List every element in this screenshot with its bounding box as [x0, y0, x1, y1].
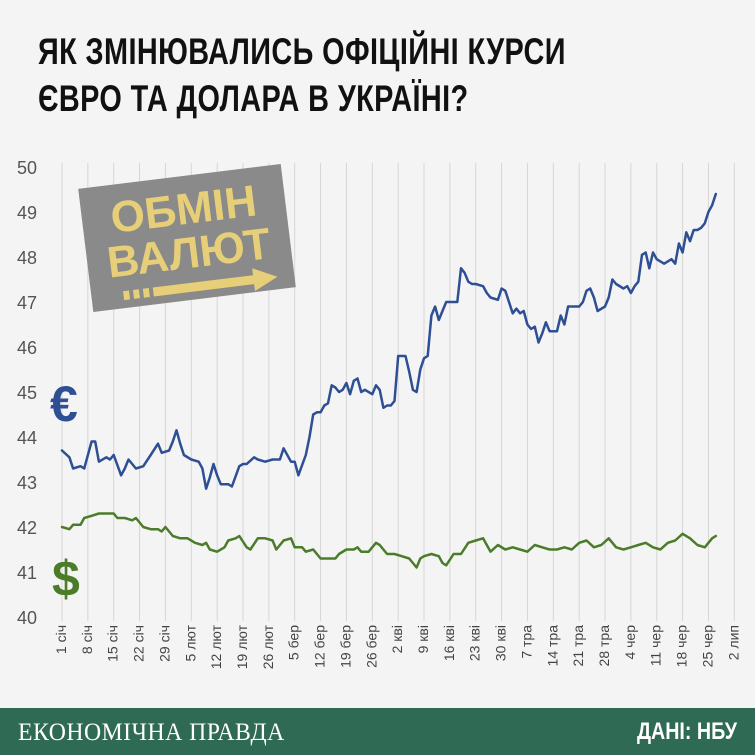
title-line-1: ЯК ЗМІНЮВАЛИСЬ ОФІЦІЙНІ КУРСИ	[38, 31, 566, 72]
x-tick-label: 25 чер	[699, 625, 715, 668]
x-tick-label: 30 кві	[493, 625, 509, 661]
y-tick-label: 47	[17, 293, 37, 313]
x-tick-label: 22 січ	[131, 625, 147, 662]
y-axis: 40 41 42 43 44 45 46 47 48 49 50	[17, 158, 37, 628]
y-tick-label: 50	[17, 158, 37, 178]
x-tick-label: 4 чер	[622, 625, 638, 660]
x-tick-label: 16 кві	[441, 625, 457, 661]
x-tick-label: 5 бер	[286, 625, 302, 660]
x-tick-label: 2 кві	[389, 625, 405, 653]
x-tick-label: 19 бер	[337, 625, 353, 668]
x-tick-label: 12 бер	[312, 625, 328, 668]
x-tick-label: 18 чер	[674, 625, 690, 668]
series-layer	[60, 192, 718, 569]
x-tick-label: 28 тра	[596, 625, 612, 667]
footer: ЕКОНОМІЧНА ПРАВДА ДАНІ: НБУ	[0, 708, 755, 755]
y-tick-label: 40	[17, 608, 37, 628]
x-tick-label: 12 лют	[208, 624, 224, 669]
y-tick-label: 43	[17, 473, 37, 493]
x-tick-label: 21 тра	[570, 625, 586, 667]
y-tick-label: 44	[17, 428, 37, 448]
x-tick-label: 1 січ	[53, 625, 69, 654]
y-tick-label: 41	[17, 563, 37, 583]
x-tick-label: 2 лип	[725, 625, 741, 660]
title-line-2: ЄВРО ТА ДОЛАРА В УКРАЇНІ?	[38, 78, 469, 119]
y-tick-label: 42	[17, 518, 37, 538]
brand-logo: ЕКОНОМІЧНА ПРАВДА	[18, 719, 285, 746]
exchange-sign: ОБМІН ВАЛЮТ	[78, 164, 296, 312]
rates-line-chart: 40 41 42 43 44 45 46 47 48 49 50 1 січ 8 січ 15 січ 2…	[17, 158, 741, 669]
x-axis: 1 січ 8 січ 15 січ 22 січ 29 січ 5 лют 12 лют 1…	[53, 624, 741, 669]
y-tick-label: 49	[17, 203, 37, 223]
x-tick-label: 9 кві	[415, 625, 431, 653]
euro-icon: €	[50, 376, 78, 432]
x-tick-label: 29 січ	[156, 625, 172, 662]
x-tick-label: 19 лют	[234, 624, 250, 669]
x-tick-label: 26 бер	[363, 625, 379, 668]
x-tick-label: 7 тра	[518, 625, 534, 659]
x-tick-label: 14 тра	[544, 625, 560, 667]
x-tick-label: 11 чер	[648, 625, 664, 667]
data-source: ДАНІ: НБУ	[636, 718, 737, 745]
dollar-series-line	[60, 512, 718, 569]
x-tick-label: 8 січ	[79, 625, 95, 654]
y-tick-label: 46	[17, 338, 37, 358]
x-tick-label: 26 лют	[260, 624, 276, 669]
sign-board	[78, 164, 296, 312]
euro-series-line	[60, 192, 718, 490]
y-tick-label: 45	[17, 383, 37, 403]
x-tick-label: 23 кві	[467, 625, 483, 661]
chart-title: ЯК ЗМІНЮВАЛИСЬ ОФІЦІЙНІ КУРСИ ЄВРО ТА ДО…	[38, 28, 566, 122]
y-tick-label: 48	[17, 248, 37, 268]
x-tick-label: 5 лют	[182, 624, 198, 661]
arrow-right-icon	[123, 268, 278, 301]
dollar-icon: $	[52, 551, 80, 607]
x-tick-label: 15 січ	[105, 625, 121, 662]
